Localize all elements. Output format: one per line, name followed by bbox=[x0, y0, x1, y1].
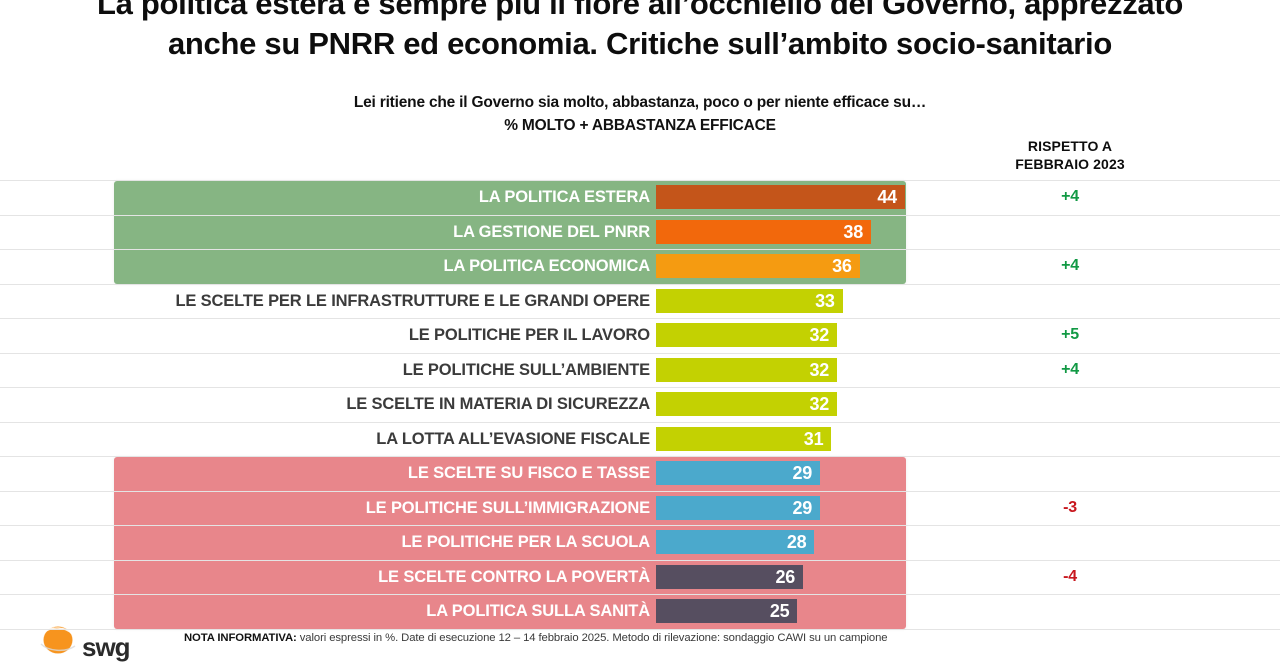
chart-gridline bbox=[0, 421, 1280, 423]
comparison-header-line-2: FEBBRAIO 2023 bbox=[1015, 156, 1125, 172]
chart-gridline bbox=[0, 525, 1280, 526]
chart-bar[interactable]: 38 bbox=[656, 219, 872, 244]
chart-bar[interactable]: 36 bbox=[656, 254, 860, 278]
chart-bar[interactable]: 44 bbox=[656, 185, 905, 209]
chart-bar[interactable]: 29 bbox=[656, 495, 821, 520]
chart-row[interactable]: LE SCELTE IN MATERIA DI SICUREZZA 32 bbox=[0, 387, 1280, 422]
chart-row[interactable]: LA POLITICA ECONOMICA 36 +4 bbox=[0, 249, 1280, 284]
page-title-line-1: La politica estera è sempre più il fiore… bbox=[96, 0, 1184, 21]
chart-gridline bbox=[0, 559, 1280, 561]
chart-row[interactable]: LE SCELTE SU FISCO E TASSE 29 bbox=[0, 456, 1280, 491]
swg-logo-text: swg bbox=[82, 632, 131, 662]
chart-gridline bbox=[0, 352, 1280, 354]
chart-row-label: LE SCELTE CONTRO LA POVERTÀ bbox=[378, 567, 650, 586]
chart-delta-value: -3 bbox=[1063, 498, 1077, 516]
chart-row[interactable]: LE POLITICHE PER IL LAVORO 32 +5 bbox=[0, 318, 1280, 353]
chart-row-label: LA GESTIONE DEL PNRR bbox=[453, 222, 650, 241]
comparison-column-header: RISPETTO A FEBBRAIO 2023 bbox=[960, 137, 1180, 173]
chart-delta-value: +4 bbox=[1061, 188, 1079, 205]
bar-chart: LA POLITICA ESTERA 44 +4 LA GESTIONE DEL PN… bbox=[0, 180, 1280, 630]
chart-row-label: LE SCELTE SU FISCO E TASSE bbox=[407, 464, 650, 482]
chart-bar[interactable]: 25 bbox=[656, 599, 798, 623]
chart-bar[interactable]: 32 bbox=[656, 392, 838, 416]
chart-gridline bbox=[0, 180, 1280, 181]
chart-delta-value: +5 bbox=[1061, 326, 1079, 343]
chart-gridline bbox=[0, 628, 1280, 630]
chart-gridline bbox=[0, 490, 1280, 492]
chart-row[interactable]: LA LOTTA ALL’EVASIONE FISCALE 31 bbox=[0, 422, 1280, 457]
chart-row-label: LA POLITICA ESTERA bbox=[478, 188, 650, 206]
chart-row[interactable]: LE POLITICHE SULL’AMBIENTE 32 +4 bbox=[0, 353, 1280, 388]
footer-note-label: NOTA INFORMATIVA: bbox=[184, 632, 297, 644]
chart-row[interactable]: LA POLITICA ESTERA 44 +4 bbox=[0, 180, 1280, 215]
chart-gridline bbox=[0, 594, 1280, 595]
chart-row[interactable]: LE POLITICHE SULL’IMMIGRAZIONE 29 -3 bbox=[0, 491, 1280, 526]
chart-gridline bbox=[0, 249, 1280, 250]
chart-gridline bbox=[0, 387, 1280, 388]
chart-gridline bbox=[0, 318, 1280, 319]
chart-row-label: LA POLITICA SULLA SANITÀ bbox=[426, 602, 650, 620]
chart-bar[interactable]: 32 bbox=[656, 357, 838, 382]
chart-delta-value: +4 bbox=[1061, 360, 1079, 378]
page-title-line-2: anche su PNRR ed economia. Critiche sull… bbox=[167, 26, 1113, 61]
chart-gridline bbox=[0, 214, 1280, 216]
chart-row-label: LA POLITICA ECONOMICA bbox=[443, 257, 651, 275]
survey-question: Lei ritiene che il Governo sia molto, ab… bbox=[353, 94, 927, 111]
metric-label: % MOLTO + ABBASTANZA EFFICACE bbox=[504, 117, 776, 134]
chart-row-label: LE SCELTE IN MATERIA DI SICUREZZA bbox=[346, 395, 650, 413]
chart-gridline bbox=[0, 456, 1280, 457]
chart-row[interactable]: LE SCELTE PER LE INFRASTRUTTURE E LE GRA… bbox=[0, 284, 1280, 319]
chart-delta-value: -4 bbox=[1063, 567, 1077, 585]
chart-row-label: LE POLITICHE SULL’IMMIGRAZIONE bbox=[365, 498, 650, 517]
chart-row-label: LE POLITICHE PER IL LAVORO bbox=[408, 326, 650, 344]
chart-bar[interactable]: 26 bbox=[656, 564, 804, 589]
footer-note: NOTA INFORMATIVA: valori espressi in %. … bbox=[184, 632, 1244, 645]
chart-bar[interactable]: 29 bbox=[656, 461, 821, 485]
page-title: La politica estera è sempre più il fiore… bbox=[0, 0, 1280, 64]
comparison-header-line-1: RISPETTO A bbox=[1027, 138, 1113, 154]
chart-row-label: LE SCELTE PER LE INFRASTRUTTURE E LE GRA… bbox=[175, 291, 650, 310]
chart-row[interactable]: LE SCELTE CONTRO LA POVERTÀ 26 -4 bbox=[0, 560, 1280, 595]
chart-row-label: LA LOTTA ALL’EVASIONE FISCALE bbox=[376, 429, 650, 448]
chart-row-label: LE POLITICHE SULL’AMBIENTE bbox=[402, 360, 650, 379]
footer-note-text: valori espressi in %. Date di esecuzione… bbox=[296, 632, 888, 644]
chart-subtitle: Lei ritiene che il Governo sia molto, ab… bbox=[0, 92, 1280, 137]
chart-bar[interactable]: 31 bbox=[656, 426, 832, 451]
chart-gridline bbox=[0, 283, 1280, 285]
chart-bar[interactable]: 28 bbox=[656, 530, 815, 554]
chart-delta-value: +4 bbox=[1061, 257, 1079, 274]
chart-bar[interactable]: 32 bbox=[656, 323, 838, 347]
chart-row[interactable]: LA POLITICA SULLA SANITÀ 25 bbox=[0, 594, 1280, 629]
chart-row[interactable]: LA GESTIONE DEL PNRR 38 bbox=[0, 215, 1280, 250]
chart-bar[interactable]: 33 bbox=[656, 288, 843, 313]
chart-row[interactable]: LE POLITICHE PER LA SCUOLA 28 bbox=[0, 525, 1280, 560]
chart-row-label: LE POLITICHE PER LA SCUOLA bbox=[401, 533, 651, 551]
